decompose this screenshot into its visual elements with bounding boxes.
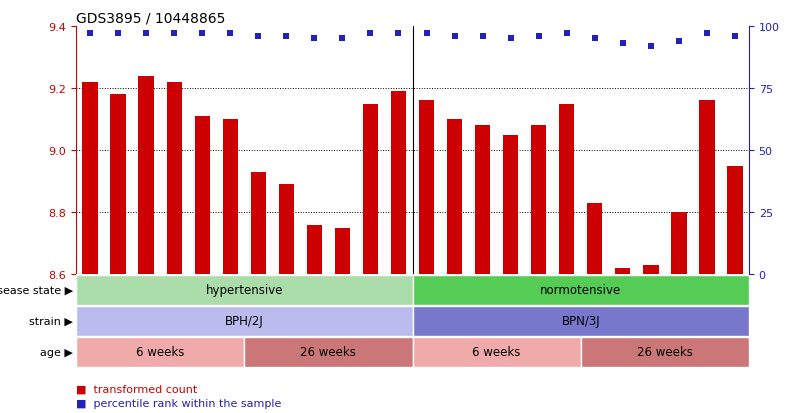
Bar: [251, 172, 266, 275]
Text: age ▶: age ▶: [40, 347, 73, 357]
Point: [168, 31, 181, 38]
Bar: [699, 101, 714, 275]
Bar: [195, 116, 210, 275]
Bar: [335, 228, 350, 275]
Point: [644, 43, 657, 50]
Point: [421, 31, 433, 38]
Bar: [503, 135, 518, 275]
Bar: [83, 83, 98, 275]
Point: [224, 31, 237, 38]
Point: [84, 31, 96, 38]
Point: [139, 31, 152, 38]
Bar: [76, 337, 244, 367]
Point: [111, 31, 125, 38]
Text: normotensive: normotensive: [540, 284, 622, 297]
Text: 26 weeks: 26 weeks: [637, 346, 693, 358]
Point: [252, 33, 264, 40]
Point: [449, 33, 461, 40]
Bar: [76, 306, 413, 336]
Text: ■  transformed count: ■ transformed count: [76, 383, 197, 393]
Text: disease state ▶: disease state ▶: [0, 285, 73, 295]
Text: ■  percentile rank within the sample: ■ percentile rank within the sample: [76, 398, 281, 408]
Point: [561, 31, 574, 38]
Point: [308, 36, 320, 43]
Text: strain ▶: strain ▶: [29, 316, 73, 326]
Text: 6 weeks: 6 weeks: [136, 346, 184, 358]
Bar: [727, 166, 743, 275]
Text: BPH/2J: BPH/2J: [225, 315, 264, 328]
Bar: [413, 306, 749, 336]
Point: [700, 31, 713, 38]
Point: [280, 33, 293, 40]
Point: [532, 33, 545, 40]
Bar: [223, 120, 238, 275]
Bar: [531, 126, 546, 275]
Bar: [587, 203, 602, 275]
Text: 26 weeks: 26 weeks: [300, 346, 356, 358]
Bar: [76, 275, 413, 305]
Bar: [111, 95, 126, 275]
Text: hypertensive: hypertensive: [206, 284, 283, 297]
Text: BPN/3J: BPN/3J: [562, 315, 600, 328]
Point: [195, 31, 208, 38]
Bar: [307, 225, 322, 275]
Bar: [413, 275, 749, 305]
Bar: [643, 265, 658, 275]
Point: [672, 38, 685, 45]
Bar: [167, 83, 182, 275]
Text: 6 weeks: 6 weeks: [473, 346, 521, 358]
Bar: [615, 268, 630, 275]
Point: [616, 41, 629, 47]
Point: [392, 31, 405, 38]
Bar: [447, 120, 462, 275]
Bar: [391, 92, 406, 275]
Bar: [671, 213, 686, 275]
Bar: [244, 337, 413, 367]
Point: [476, 33, 489, 40]
Point: [728, 33, 741, 40]
Bar: [559, 104, 574, 275]
Bar: [139, 76, 154, 275]
Point: [588, 36, 601, 43]
Point: [364, 31, 377, 38]
Bar: [419, 101, 434, 275]
Bar: [279, 185, 294, 275]
Point: [505, 36, 517, 43]
Text: GDS3895 / 10448865: GDS3895 / 10448865: [76, 12, 225, 26]
Bar: [581, 337, 749, 367]
Point: [336, 36, 349, 43]
Bar: [475, 126, 490, 275]
Bar: [413, 337, 581, 367]
Bar: [363, 104, 378, 275]
